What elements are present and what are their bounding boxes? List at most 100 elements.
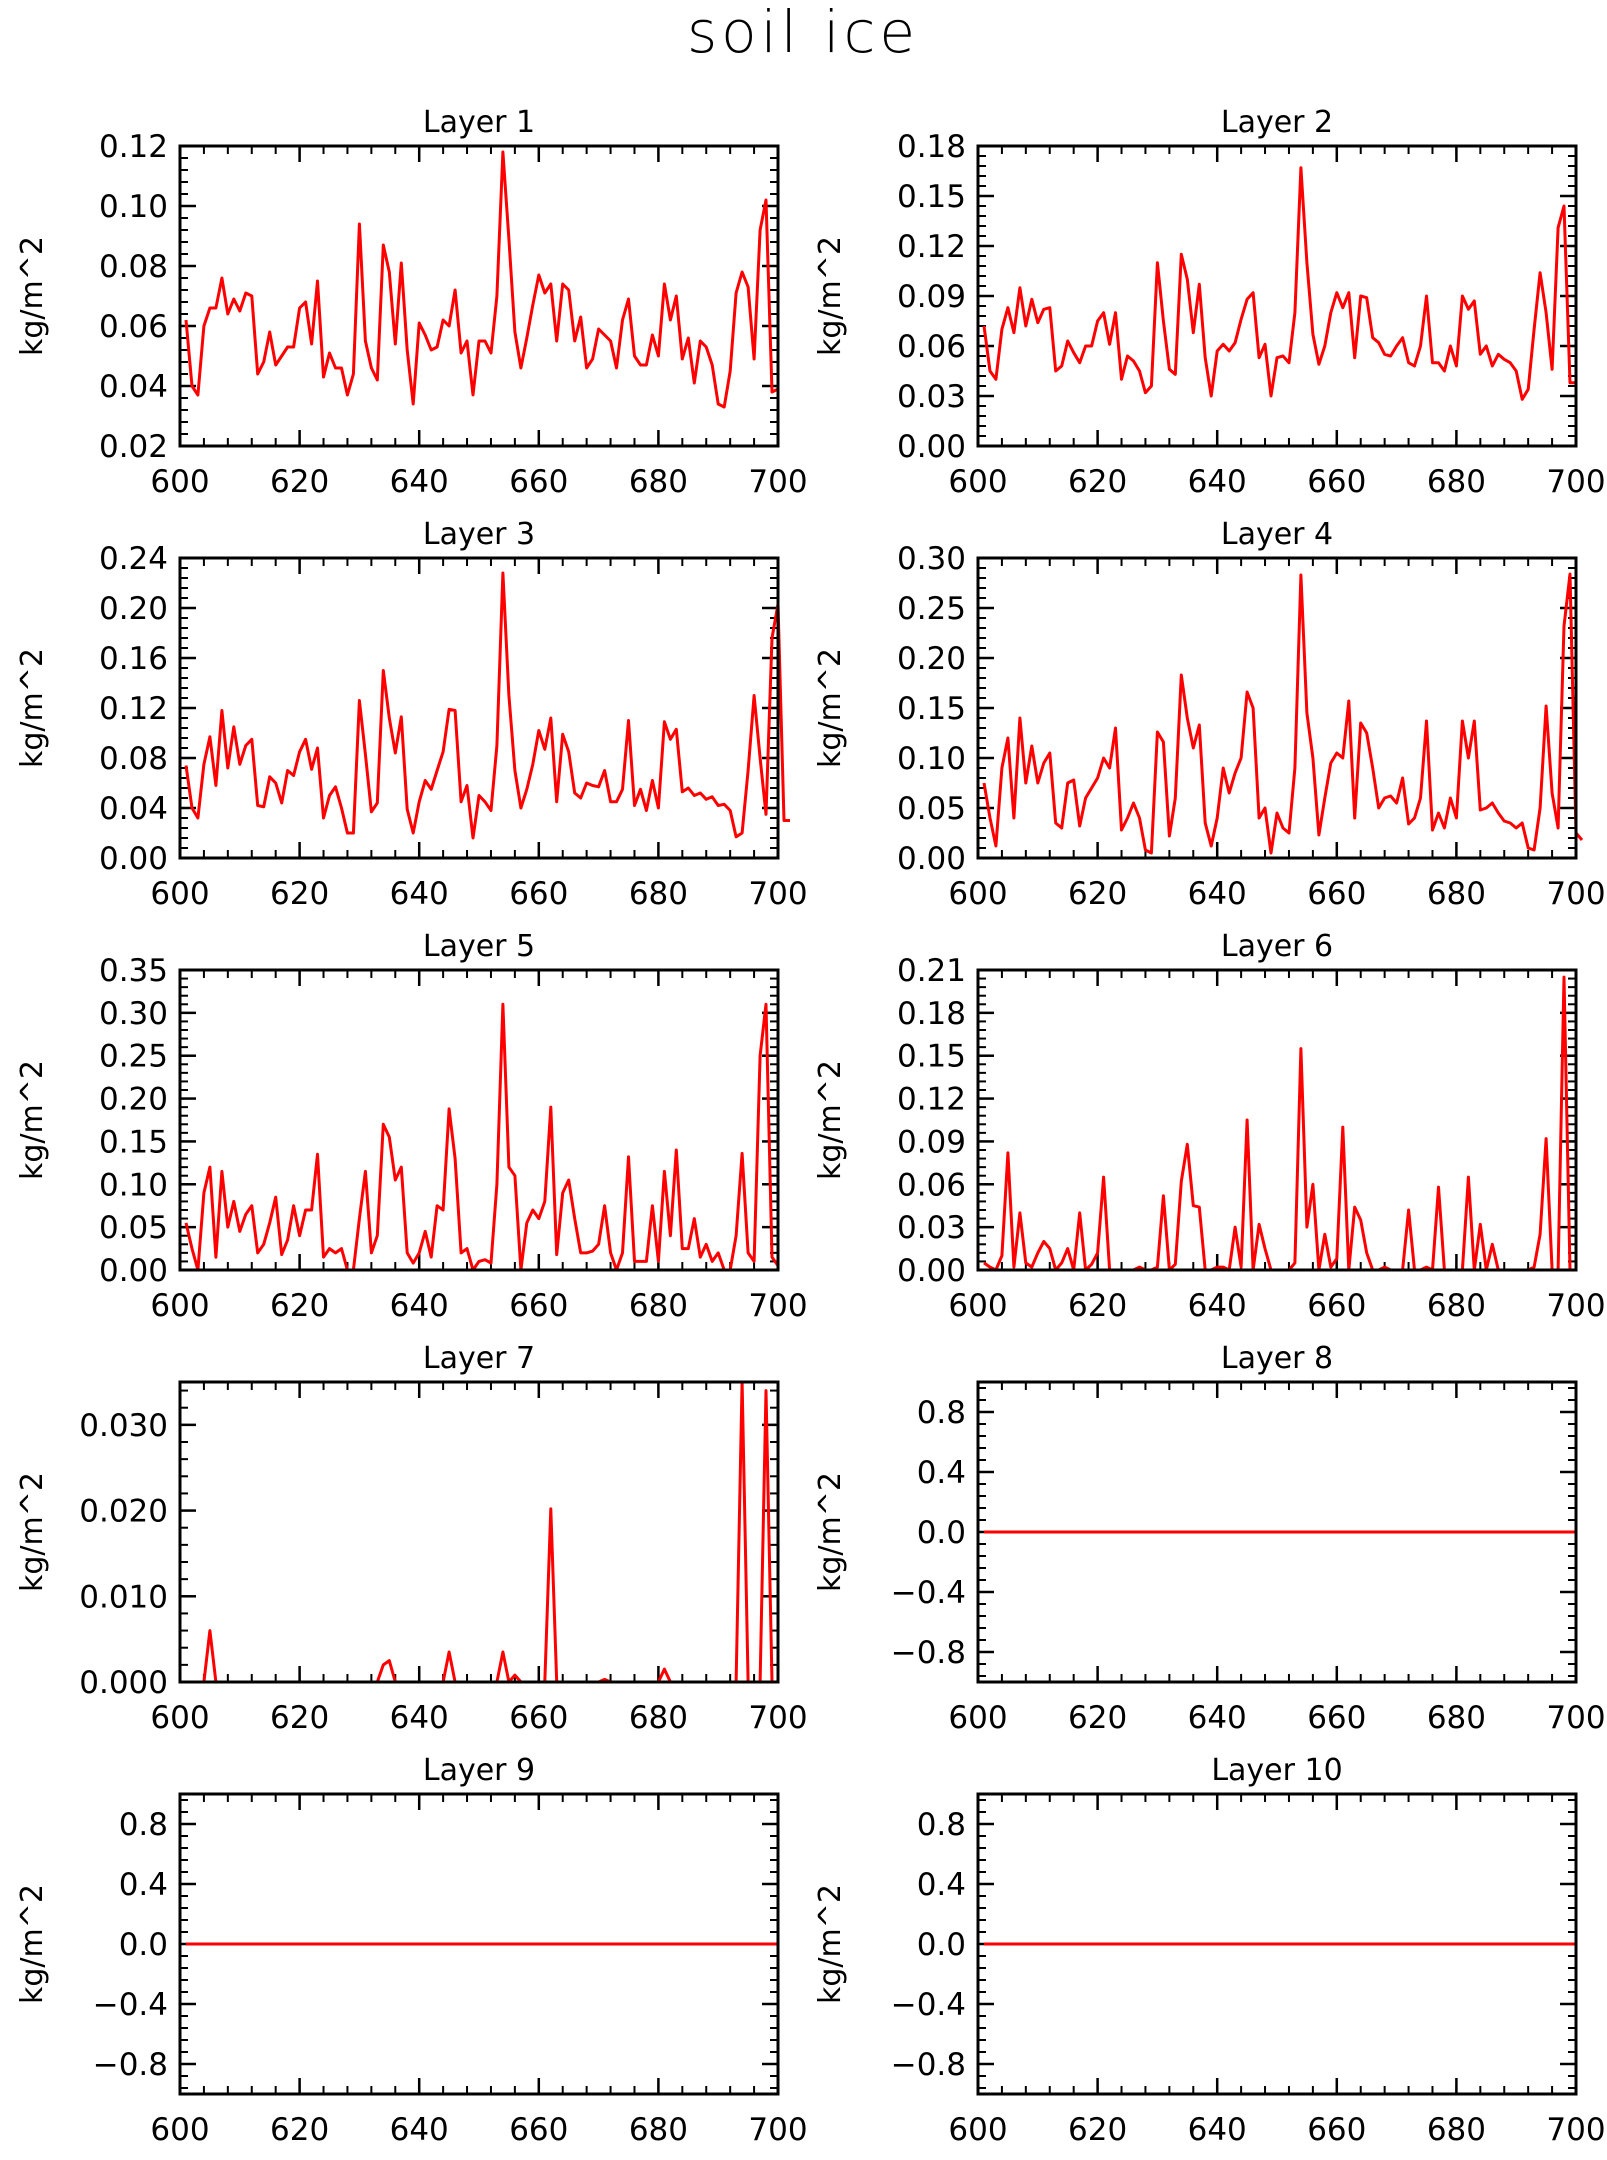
- plot-frame: [178, 1380, 780, 1684]
- y-tick-label: 0.04: [99, 791, 168, 827]
- x-tick-label: 620: [1068, 464, 1127, 500]
- x-tick-label: 640: [390, 1288, 449, 1324]
- x-tick-label: 700: [1546, 1700, 1605, 1736]
- y-tick-label: 0.15: [897, 179, 966, 215]
- y-tick-label: 0.35: [99, 953, 168, 989]
- x-tick-label: 700: [1546, 876, 1605, 912]
- x-tick-label: 660: [509, 464, 568, 500]
- y-tick-label: 0.02: [99, 429, 168, 465]
- figure-title: soil ice: [687, 0, 919, 66]
- panel-title: Layer 3: [423, 517, 535, 552]
- plot-frame: [976, 1380, 1578, 1684]
- panel-title: Layer 9: [423, 1753, 535, 1788]
- x-tick-label: 700: [748, 1700, 807, 1736]
- x-tick-label: 640: [390, 1700, 449, 1736]
- panel-title: Layer 6: [1221, 929, 1333, 964]
- x-tick-label: 640: [1188, 876, 1247, 912]
- panel-title: Layer 7: [423, 1341, 535, 1376]
- x-tick-label: 620: [1068, 1288, 1127, 1324]
- y-tick-label: 0.00: [897, 841, 966, 877]
- y-tick-label: 0.09: [897, 1124, 966, 1160]
- chart-panel-1: Layer 1 kg/m^2 0.02 0.04 0.06 0.08 0.10 0.12 600…: [15, 105, 808, 500]
- y-tick-label: 0.06: [897, 1167, 966, 1203]
- x-tick-label: 600: [948, 464, 1007, 500]
- y-tick-label: 0.030: [79, 1408, 168, 1444]
- x-tick-label: 640: [1188, 2112, 1247, 2148]
- chart-panels: Layer 1 kg/m^2 0.02 0.04 0.06 0.08 0.10 0.12 600…: [15, 105, 1606, 2148]
- y-tick-label: 0.15: [99, 1124, 168, 1160]
- y-tick-label: 0.00: [897, 429, 966, 465]
- y-tick-label: 0.09: [897, 279, 966, 315]
- y-tick-label: 0.03: [897, 1210, 966, 1246]
- y-tick-label: 0.20: [99, 1082, 168, 1118]
- y-tick-label: 0.04: [99, 369, 168, 405]
- y-tick-label: 0.12: [897, 1082, 966, 1118]
- x-tick-label: 600: [150, 464, 209, 500]
- x-tick-label: 640: [390, 2112, 449, 2148]
- chart-panel-4: Layer 4 kg/m^2 0.00 0.05 0.10 0.15 0.20 0.25 0.3…: [813, 517, 1606, 912]
- y-tick-label: 0.12: [99, 129, 168, 165]
- x-tick-label: 680: [629, 464, 688, 500]
- x-tick-label: 620: [270, 464, 329, 500]
- panel-title: Layer 2: [1221, 105, 1333, 140]
- x-tick-label: 640: [1188, 1288, 1247, 1324]
- series-line: [982, 166, 1576, 401]
- y-tick-label: 0.4: [119, 1867, 168, 1903]
- y-tick-label: −0.8: [891, 1635, 966, 1671]
- chart-panel-3: Layer 3 kg/m^2 0.00 0.04 0.08 0.12 0.16 0.20 0.2…: [15, 517, 808, 912]
- y-tick-label: 0.10: [99, 189, 168, 225]
- y-axis-label: kg/m^2: [15, 648, 50, 768]
- y-tick-label: 0.00: [897, 1253, 966, 1289]
- y-tick-label: 0.06: [99, 309, 168, 345]
- y-tick-label: −0.4: [93, 1987, 168, 2023]
- panel-title: Layer 8: [1221, 1341, 1333, 1376]
- x-tick-label: 600: [150, 1700, 209, 1736]
- y-tick-label: 0.20: [897, 641, 966, 677]
- x-tick-label: 640: [1188, 1700, 1247, 1736]
- x-tick-label: 620: [1068, 1700, 1127, 1736]
- y-tick-label: 0.25: [99, 1039, 168, 1075]
- x-tick-label: 600: [948, 2112, 1007, 2148]
- x-tick-label: 680: [1427, 1288, 1486, 1324]
- x-tick-label: 660: [1307, 1700, 1366, 1736]
- panel-title: Layer 1: [423, 105, 535, 140]
- series-line: [184, 150, 779, 409]
- y-tick-label: 0.4: [917, 1455, 966, 1491]
- x-tick-label: 700: [748, 1288, 807, 1324]
- x-tick-label: 620: [270, 1288, 329, 1324]
- chart-panel-6: Layer 6 kg/m^2 0.00 0.03 0.06 0.09 0.12 0.15 0.1…: [813, 929, 1606, 1324]
- x-tick-label: 660: [509, 1288, 568, 1324]
- x-tick-label: 600: [948, 1288, 1007, 1324]
- y-tick-label: 0.30: [897, 541, 966, 577]
- chart-panel-7: Layer 7 kg/m^2 0.000 0.010 0.020 0.030 600 620 6…: [15, 1341, 808, 1736]
- x-tick-label: 700: [748, 2112, 807, 2148]
- series-line: [983, 975, 1576, 1272]
- y-tick-label: 0.020: [79, 1494, 168, 1530]
- y-tick-label: −0.8: [891, 2047, 966, 2083]
- y-axis-label: kg/m^2: [813, 1472, 848, 1592]
- y-tick-label: 0.21: [897, 953, 966, 989]
- panel-title: Layer 4: [1221, 517, 1333, 552]
- chart-panel-5: Layer 5 kg/m^2 0.00 0.05 0.10 0.15 0.20 0.25 0.3…: [15, 929, 808, 1324]
- plot-frame: [178, 1792, 780, 2096]
- y-tick-label: −0.4: [891, 1575, 966, 1611]
- x-tick-label: 680: [1427, 876, 1486, 912]
- y-tick-label: 0.10: [99, 1167, 168, 1203]
- y-tick-label: 0.15: [897, 691, 966, 727]
- x-tick-label: 700: [1546, 464, 1605, 500]
- y-tick-label: 0.03: [897, 379, 966, 415]
- y-tick-label: 0.00: [99, 1253, 168, 1289]
- x-tick-label: 680: [1427, 2112, 1486, 2148]
- x-tick-label: 660: [1307, 1288, 1366, 1324]
- y-tick-label: 0.25: [897, 591, 966, 627]
- plot-frame: [976, 556, 1578, 860]
- x-tick-label: 680: [629, 876, 688, 912]
- y-tick-label: 0.0: [917, 1927, 966, 1963]
- x-tick-label: 620: [270, 1700, 329, 1736]
- y-tick-label: 0.05: [897, 791, 966, 827]
- y-tick-label: −0.4: [891, 1987, 966, 2023]
- x-tick-label: 680: [1427, 1700, 1486, 1736]
- x-tick-label: 660: [1307, 2112, 1366, 2148]
- y-tick-label: 0.12: [897, 229, 966, 265]
- series-line: [184, 1002, 780, 1272]
